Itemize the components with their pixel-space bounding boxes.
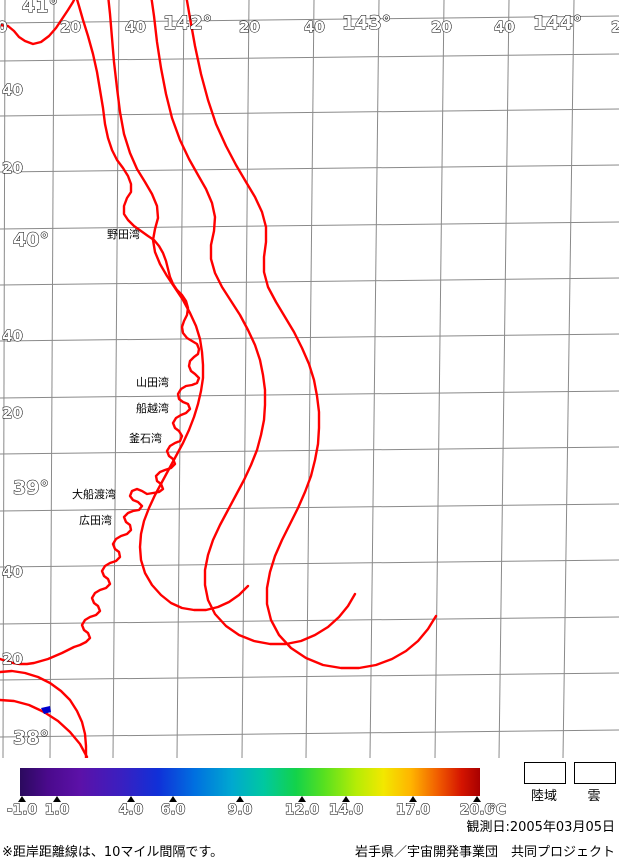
colorbar-label: 20.0: [459, 802, 495, 819]
lon-label: 40: [125, 18, 147, 36]
distance-line-note: ※距岸距離線は、10マイル間隔です。: [2, 845, 224, 860]
lat-label: 20: [2, 650, 24, 668]
observation-date: 観測日:2005年03月05日: [466, 820, 615, 835]
lon-label: 20: [60, 18, 82, 36]
lat-label: 41°: [22, 0, 59, 17]
lat-label: 40: [2, 563, 24, 581]
lat-label: 38°: [13, 727, 50, 749]
lat-label: 40: [2, 81, 24, 99]
lon-label: 20: [239, 18, 261, 36]
lat-label: 40: [2, 327, 24, 345]
place-label-kamaishi-bay: 釜石湾: [129, 432, 162, 445]
colorbar-label: 12.0: [284, 802, 320, 819]
coastline-secondary: [0, 669, 89, 758]
place-label-ofunato-bay: 大船渡湾: [72, 488, 116, 501]
legend-swatch-cloud: [574, 762, 616, 784]
place-label-noda-bay: 野田湾: [107, 228, 140, 241]
place-label-funakoshi-bay: 船越湾: [136, 402, 169, 415]
colorbar-tick: [473, 796, 481, 802]
blue-marker: [41, 706, 51, 714]
colorbar-tick: [18, 796, 26, 802]
colorbar-unit-label: ℃: [489, 802, 507, 819]
lat-label: 20: [2, 159, 24, 177]
project-credit: 岩手県／宇宙開発事業団 共同プロジェクト: [354, 845, 615, 860]
lon-label: 144°: [532, 12, 583, 34]
lon-label: 143°: [341, 12, 392, 34]
colorbar-tick: [53, 796, 61, 802]
distance-contour-lines: [107, 0, 438, 670]
colorbar-label: 9.0: [227, 802, 253, 819]
colorbar-label: 4.0: [118, 802, 144, 819]
colorbar-tick: [127, 796, 135, 802]
lon-label: 20: [431, 18, 453, 36]
legend-footer: -1.0 1.0 4.0 6.0 9.0 12.0 14.0 17.0 20.0…: [0, 758, 619, 860]
lon-label: 40: [494, 18, 516, 36]
lat-label: 39°: [13, 477, 50, 499]
colorbar-label: -1.0: [6, 802, 38, 819]
colorbar-label: 14.0: [328, 802, 364, 819]
colorbar-tick: [169, 796, 177, 802]
legend-caption-cloud: 雲: [587, 789, 601, 804]
lon-label: 142°: [162, 12, 213, 34]
place-label-hirota-bay: 広田湾: [79, 514, 112, 527]
map-vector-layer: [0, 0, 619, 758]
colorbar-tick: [298, 796, 306, 802]
place-label-yamada-bay: 山田湾: [136, 376, 169, 389]
temperature-colorbar: [20, 768, 480, 796]
colorbar-label: 17.0: [395, 802, 431, 819]
colorbar-tick: [236, 796, 244, 802]
lat-label: 20: [2, 404, 24, 422]
legend-swatch-land: [524, 762, 566, 784]
legend-caption-land: 陸域: [530, 789, 557, 804]
graticule-grid: [0, 0, 619, 758]
lat-label: 0: [0, 18, 8, 36]
lon-label: 2: [610, 18, 619, 36]
map-canvas[interactable]: 20 40 142° 20 40 143° 20 40 144° 2 41° 0…: [0, 0, 619, 758]
colorbar-tick: [342, 796, 350, 802]
lat-label: 40°: [13, 229, 50, 251]
coastline: [0, 0, 201, 666]
lon-label: 40: [304, 18, 326, 36]
colorbar-label: 6.0: [160, 802, 186, 819]
colorbar-tick: [409, 796, 417, 802]
colorbar-label: 1.0: [44, 802, 70, 819]
